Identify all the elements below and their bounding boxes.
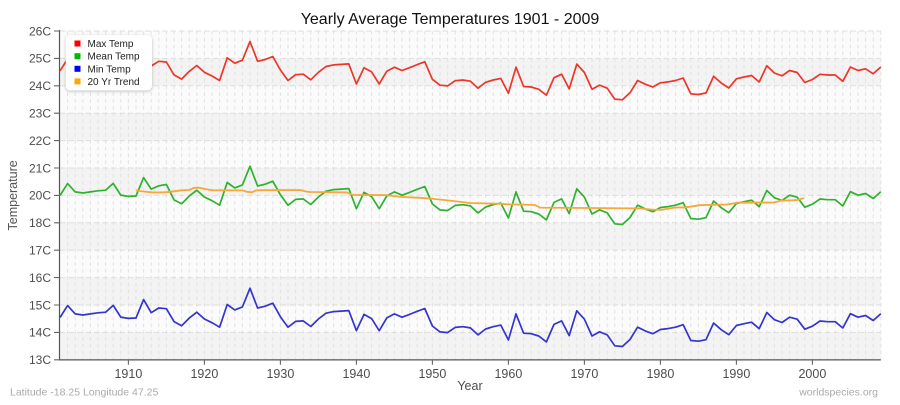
svg-text:16C: 16C [29, 271, 51, 285]
svg-text:1980: 1980 [646, 367, 674, 381]
svg-text:13C: 13C [29, 353, 51, 367]
svg-text:1910: 1910 [114, 367, 142, 381]
svg-text:2000: 2000 [798, 367, 826, 381]
svg-text:Latitude -18.25 Longitude 47.2: Latitude -18.25 Longitude 47.25 [10, 387, 158, 399]
svg-text:1940: 1940 [342, 367, 370, 381]
svg-text:Year: Year [457, 379, 482, 393]
svg-text:14C: 14C [29, 326, 51, 340]
svg-text:Max Temp: Max Temp [88, 39, 134, 50]
svg-text:17C: 17C [29, 244, 51, 258]
svg-text:23C: 23C [29, 107, 51, 121]
svg-text:18C: 18C [29, 216, 51, 230]
svg-text:20C: 20C [29, 189, 51, 203]
svg-text:25C: 25C [29, 52, 51, 66]
svg-text:21C: 21C [29, 161, 51, 175]
svg-text:1960: 1960 [494, 367, 522, 381]
svg-text:22C: 22C [29, 134, 51, 148]
svg-text:1970: 1970 [570, 367, 598, 381]
svg-text:26C: 26C [29, 24, 51, 38]
svg-text:worldspecies.org: worldspecies.org [798, 387, 878, 399]
svg-text:1950: 1950 [418, 367, 446, 381]
svg-text:24C: 24C [29, 79, 51, 93]
svg-text:Temperature: Temperature [6, 160, 20, 230]
svg-text:20 Yr Trend: 20 Yr Trend [88, 77, 140, 88]
svg-text:1990: 1990 [722, 367, 750, 381]
svg-text:Mean Temp: Mean Temp [88, 52, 141, 63]
svg-text:1930: 1930 [266, 367, 294, 381]
svg-text:Yearly Average Temperatures 19: Yearly Average Temperatures 1901 - 2009 [301, 11, 600, 28]
svg-text:15C: 15C [29, 298, 51, 312]
svg-text:Min Temp: Min Temp [88, 64, 132, 75]
svg-text:1920: 1920 [190, 367, 218, 381]
